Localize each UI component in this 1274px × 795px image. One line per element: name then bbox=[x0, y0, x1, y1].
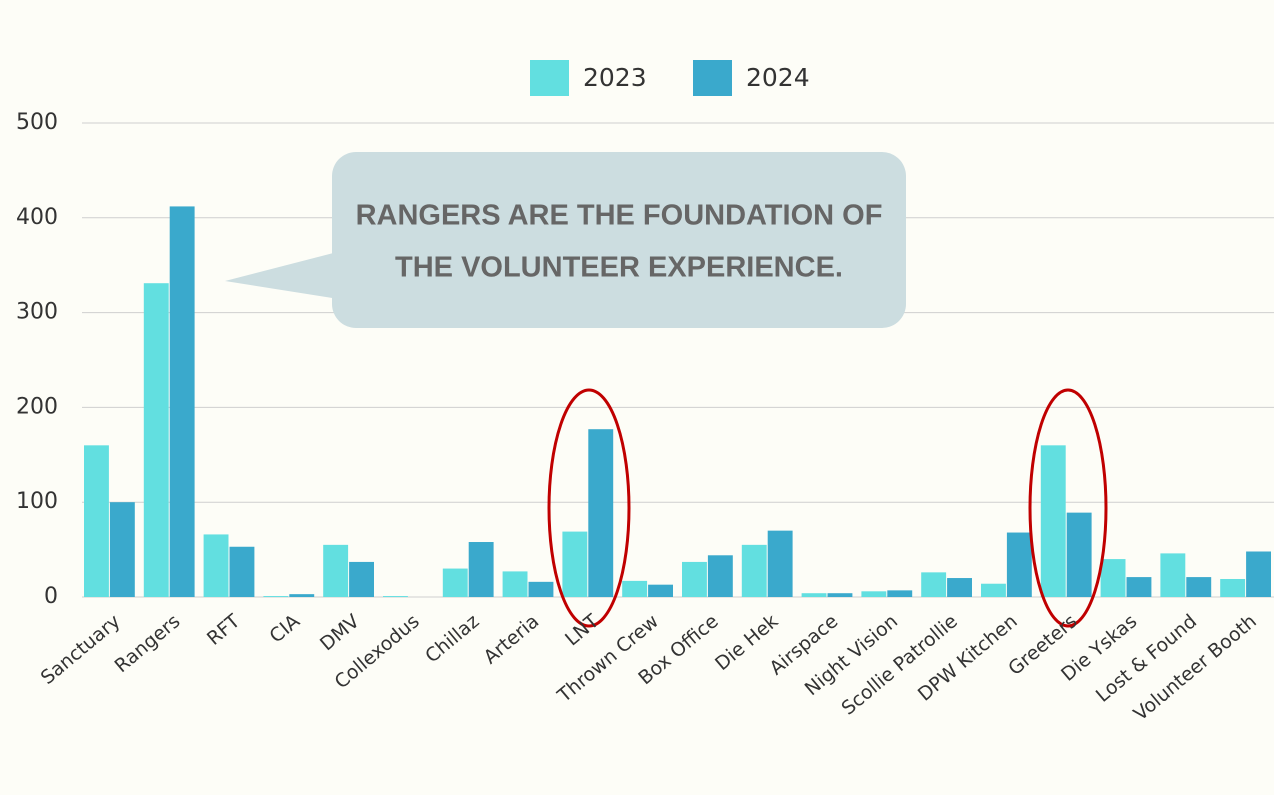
bar bbox=[947, 578, 972, 597]
annotation: THE VOLUNTEER EXPERIENCE. bbox=[395, 252, 843, 284]
legend-swatch bbox=[693, 60, 732, 96]
bar bbox=[648, 584, 673, 597]
bar bbox=[887, 590, 913, 597]
bar bbox=[84, 445, 109, 597]
legend-label: 2023 bbox=[583, 63, 647, 92]
y-tick-label: 100 bbox=[16, 489, 58, 514]
bar bbox=[981, 583, 1006, 597]
bar bbox=[169, 206, 195, 597]
annotation: RANGERS ARE THE FOUNDATION OF bbox=[356, 200, 883, 232]
bar bbox=[203, 534, 229, 597]
bars bbox=[84, 206, 1271, 597]
bar bbox=[562, 531, 588, 597]
bar bbox=[1066, 512, 1092, 597]
y-tick-label: 200 bbox=[16, 394, 58, 419]
callout-box bbox=[332, 152, 906, 328]
bar bbox=[229, 546, 255, 597]
bar bbox=[1220, 578, 1246, 597]
bar bbox=[1126, 577, 1152, 597]
y-tick-label: 400 bbox=[16, 205, 58, 230]
bar bbox=[289, 594, 315, 597]
bar bbox=[442, 568, 468, 597]
bar bbox=[468, 542, 494, 597]
bar bbox=[1160, 553, 1186, 597]
bar bbox=[682, 561, 707, 597]
bar bbox=[741, 544, 767, 597]
bar bbox=[1246, 551, 1271, 597]
legend-label: 2024 bbox=[746, 63, 810, 92]
bar bbox=[622, 580, 648, 597]
bar bbox=[1006, 532, 1032, 597]
y-tick-label: 0 bbox=[44, 584, 58, 609]
bar bbox=[588, 429, 614, 597]
bar bbox=[707, 555, 733, 597]
bar bbox=[143, 283, 169, 597]
bar bbox=[502, 571, 528, 597]
y-tick-label: 500 bbox=[16, 110, 58, 135]
callout-pointer bbox=[225, 250, 345, 300]
bar bbox=[801, 593, 827, 597]
y-tick-label: 300 bbox=[16, 300, 58, 325]
bar bbox=[1186, 577, 1212, 597]
bar bbox=[827, 593, 853, 597]
bar bbox=[861, 591, 887, 597]
legend-swatch bbox=[530, 60, 569, 96]
bar bbox=[921, 572, 947, 597]
bar bbox=[528, 581, 554, 597]
highlight-ellipse bbox=[1028, 388, 1108, 628]
bar bbox=[109, 502, 135, 597]
highlight-ellipse bbox=[547, 388, 631, 628]
bar bbox=[263, 596, 289, 597]
bar bbox=[1040, 445, 1066, 597]
bar bbox=[383, 596, 408, 597]
bar bbox=[1100, 559, 1126, 597]
bar bbox=[349, 561, 374, 597]
bar bbox=[323, 544, 349, 597]
bar bbox=[767, 530, 793, 597]
